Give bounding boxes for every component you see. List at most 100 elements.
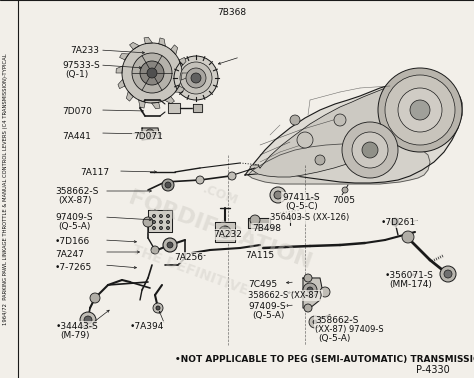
Circle shape xyxy=(166,220,170,223)
Text: •356071-S: •356071-S xyxy=(385,271,434,280)
Circle shape xyxy=(228,172,236,180)
Text: (M-79): (M-79) xyxy=(60,331,90,340)
Polygon shape xyxy=(250,83,448,177)
Circle shape xyxy=(191,73,201,83)
Circle shape xyxy=(313,320,317,324)
Text: 7005: 7005 xyxy=(332,196,355,205)
Circle shape xyxy=(162,179,174,191)
Polygon shape xyxy=(138,100,146,108)
Polygon shape xyxy=(168,103,180,113)
Circle shape xyxy=(186,68,206,88)
Text: 7D071: 7D071 xyxy=(133,132,163,141)
Text: 97409-S: 97409-S xyxy=(248,302,286,311)
Text: 7D070: 7D070 xyxy=(62,107,92,116)
Text: •7A394: •7A394 xyxy=(130,322,164,331)
Text: •34443-S: •34443-S xyxy=(56,322,99,331)
Text: 356403-S (XX-126): 356403-S (XX-126) xyxy=(270,213,349,222)
Text: FORDIFICATION: FORDIFICATION xyxy=(126,187,314,273)
Circle shape xyxy=(290,115,300,125)
Circle shape xyxy=(410,100,430,120)
Circle shape xyxy=(440,266,456,282)
Polygon shape xyxy=(144,37,153,44)
Circle shape xyxy=(315,155,325,165)
Text: 7A247: 7A247 xyxy=(55,250,84,259)
Circle shape xyxy=(398,88,442,132)
Circle shape xyxy=(90,293,100,303)
Text: 1964/72  PARKING PAWL LINKAGE THROTTLE & MANUAL CONTROL LEVERS (C4 TRANSMISSION): 1964/72 PARKING PAWL LINKAGE THROTTLE & … xyxy=(3,53,9,325)
Text: 358662-S: 358662-S xyxy=(315,316,358,325)
Circle shape xyxy=(165,182,171,188)
Circle shape xyxy=(196,176,204,184)
Circle shape xyxy=(159,214,163,217)
Polygon shape xyxy=(142,128,160,140)
Text: (Q-5-A): (Q-5-A) xyxy=(318,334,350,343)
Text: 7A117: 7A117 xyxy=(80,168,109,177)
Circle shape xyxy=(342,122,398,178)
Text: THE DEFINITIVE: THE DEFINITIVE xyxy=(130,242,250,297)
Text: (Q-5-A): (Q-5-A) xyxy=(252,311,284,320)
Text: 97533-S: 97533-S xyxy=(62,61,100,70)
Text: 97411-S: 97411-S xyxy=(282,193,319,202)
Circle shape xyxy=(153,214,155,217)
Text: •7-7265: •7-7265 xyxy=(55,263,92,272)
Polygon shape xyxy=(245,82,462,183)
Text: 7A441: 7A441 xyxy=(62,132,91,141)
Text: .COM: .COM xyxy=(201,183,239,208)
Text: •7D166: •7D166 xyxy=(55,237,90,246)
Polygon shape xyxy=(181,73,188,80)
Text: (MM-174): (MM-174) xyxy=(389,280,432,289)
Circle shape xyxy=(274,191,282,199)
Circle shape xyxy=(84,316,92,324)
Polygon shape xyxy=(248,144,430,184)
Text: 7A256: 7A256 xyxy=(174,253,203,262)
Text: 7B368: 7B368 xyxy=(218,8,246,17)
Text: 7A233: 7A233 xyxy=(70,46,99,55)
Circle shape xyxy=(140,61,164,85)
Polygon shape xyxy=(118,79,125,88)
Polygon shape xyxy=(159,38,165,46)
Circle shape xyxy=(352,132,388,168)
Circle shape xyxy=(309,316,321,328)
Text: 7B498: 7B498 xyxy=(252,224,281,233)
Circle shape xyxy=(159,226,163,229)
Polygon shape xyxy=(164,96,174,104)
Text: •7D261: •7D261 xyxy=(381,218,416,227)
Circle shape xyxy=(297,132,313,148)
Circle shape xyxy=(402,231,414,243)
Polygon shape xyxy=(116,66,123,73)
Circle shape xyxy=(385,75,455,145)
Circle shape xyxy=(219,226,231,238)
Circle shape xyxy=(391,218,399,226)
Circle shape xyxy=(166,214,170,217)
Polygon shape xyxy=(119,54,129,60)
Circle shape xyxy=(163,238,177,252)
Polygon shape xyxy=(148,210,172,232)
Circle shape xyxy=(143,217,153,227)
Circle shape xyxy=(167,242,173,248)
Text: (Q-5-C): (Q-5-C) xyxy=(285,202,318,211)
Circle shape xyxy=(147,68,157,78)
Text: (Q-1): (Q-1) xyxy=(65,70,88,79)
Circle shape xyxy=(156,306,160,310)
Text: (Q-5-A): (Q-5-A) xyxy=(58,222,91,231)
Text: 7C495: 7C495 xyxy=(248,280,277,289)
Circle shape xyxy=(151,246,159,254)
Circle shape xyxy=(153,303,163,313)
Circle shape xyxy=(270,187,286,203)
Polygon shape xyxy=(193,104,202,112)
Circle shape xyxy=(166,226,170,229)
Circle shape xyxy=(303,283,317,297)
Polygon shape xyxy=(171,45,178,55)
Circle shape xyxy=(307,287,313,293)
Text: P-4330: P-4330 xyxy=(416,365,450,375)
Circle shape xyxy=(304,274,312,282)
Polygon shape xyxy=(127,91,133,101)
Polygon shape xyxy=(175,86,184,92)
Circle shape xyxy=(320,287,330,297)
Text: (XX-87): (XX-87) xyxy=(58,196,91,205)
Circle shape xyxy=(342,187,348,193)
Circle shape xyxy=(378,68,462,152)
Polygon shape xyxy=(303,278,322,308)
Circle shape xyxy=(153,220,155,223)
Circle shape xyxy=(334,114,346,126)
